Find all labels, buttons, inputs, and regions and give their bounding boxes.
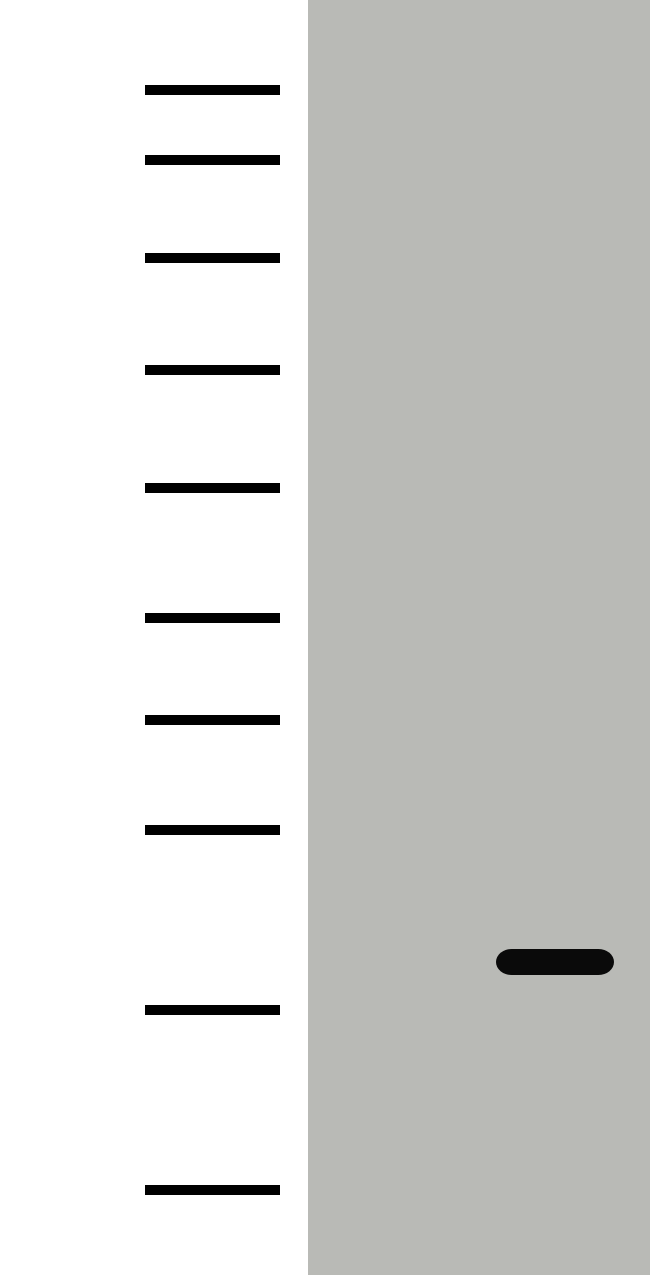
marker-tick-55 (145, 483, 280, 493)
molecular-weight-ladder: 17013010070554035251510 (0, 0, 305, 1275)
marker-tick-25 (145, 825, 280, 835)
marker-tick-15 (145, 1005, 280, 1015)
marker-tick-35 (145, 715, 280, 725)
marker-tick-130 (145, 155, 280, 165)
marker-tick-40 (145, 613, 280, 623)
marker-tick-170 (145, 85, 280, 95)
marker-tick-70 (145, 365, 280, 375)
marker-tick-10 (145, 1185, 280, 1195)
marker-tick-100 (145, 253, 280, 263)
lane-2-band-0 (496, 949, 614, 975)
western-blot-membrane (308, 0, 650, 1275)
